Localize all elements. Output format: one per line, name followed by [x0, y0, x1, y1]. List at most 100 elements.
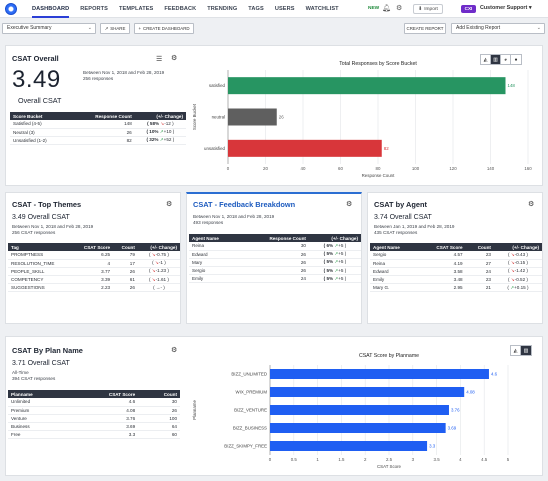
- column-header[interactable]: (+/- Change): [308, 234, 361, 242]
- column-header[interactable]: Count: [113, 243, 138, 251]
- table-row[interactable]: RESOLUTION_TIME 4 17( ↘-1 ): [8, 259, 180, 268]
- change-percent: ( 58%: [147, 120, 161, 126]
- table-row[interactable]: PROMPTNESS 6.25 79( ↘-0.75 ): [8, 251, 180, 260]
- change-value: -1.42 ): [514, 268, 528, 274]
- gear-icon[interactable]: ⚙: [346, 201, 353, 208]
- tab-tags[interactable]: TAGS: [248, 5, 264, 12]
- tab-trending[interactable]: TRENDING: [207, 5, 238, 12]
- table-row[interactable]: Mary G. 2.95 21( ↗+0.15 ): [370, 283, 542, 293]
- data-label: 82: [384, 146, 389, 151]
- table-row[interactable]: COMPETENCY 3.39 61( ↘-1.61 ): [8, 275, 180, 285]
- card-title: CSAT Overall: [12, 54, 59, 63]
- table-row[interactable]: SUGGESTIONS 2.23 26( →- ): [8, 283, 180, 293]
- create-report-button[interactable]: CREATE REPORT: [404, 23, 446, 34]
- change-percent: ( 5%: [323, 275, 335, 281]
- table-row[interactable]: Mary 26( 5% ↗+5 ): [189, 258, 361, 268]
- tab-feedback[interactable]: FEEDBACK: [164, 5, 197, 12]
- add-existing-report-select[interactable]: Add Existing Report ⌄: [451, 23, 545, 34]
- table-row[interactable]: Edward 3.58 24( ↘-1.42 ): [370, 267, 542, 277]
- date-range: Between Nov 1, 2018 and Feb 28, 2019: [12, 224, 94, 229]
- count-cell: 26: [138, 406, 180, 415]
- response-count-cell: 26: [241, 258, 309, 268]
- chart-title: Total Responses by Score Bucket: [339, 61, 417, 67]
- bar-chart-icon[interactable]: ▥: [521, 346, 531, 355]
- y-tick-label: BIZZ_SKIMPY_FREE: [224, 444, 267, 449]
- org-name-label: Customer Support: [480, 5, 528, 11]
- org-name[interactable]: Customer Support ▾: [480, 5, 532, 11]
- y-tick-label: WIX_PREMIUM: [236, 390, 268, 395]
- column-header[interactable]: (+/- Change): [137, 243, 180, 251]
- column-header[interactable]: Tag: [8, 243, 72, 251]
- column-header[interactable]: Count: [138, 390, 180, 398]
- gear-icon[interactable]: ⚙: [528, 201, 535, 208]
- table-row[interactable]: Edward 26( 5% ↗+5 ): [189, 250, 361, 259]
- table-row[interactable]: Free 3.3 60: [8, 430, 180, 440]
- bar-chart-icon[interactable]: ▥: [491, 55, 501, 64]
- gear-icon[interactable]: ⚙: [396, 5, 403, 12]
- trend-down-icon: ↘: [510, 276, 515, 282]
- column-header[interactable]: Agent Name: [189, 234, 242, 242]
- area-chart-icon[interactable]: ◭: [481, 55, 491, 64]
- count-cell: 26: [113, 267, 138, 277]
- tab-reports[interactable]: REPORTS: [80, 5, 109, 12]
- x-tick-label: 0: [269, 457, 272, 462]
- area-chart-icon[interactable]: ◭: [511, 346, 521, 355]
- trend-down-icon: ↘: [160, 120, 165, 126]
- column-header[interactable]: CSAT Score: [71, 243, 114, 251]
- column-header[interactable]: Planname: [8, 390, 69, 398]
- table-row[interactable]: Premium 4.08 26: [8, 406, 180, 415]
- column-header[interactable]: CSAT Score: [418, 243, 466, 251]
- share-button[interactable]: ↗ SHARE: [100, 23, 130, 34]
- table-row[interactable]: Business 3.69 64: [8, 422, 180, 432]
- table-row[interactable]: Neutral (3) 26( 10% ↗+10 ): [10, 128, 186, 137]
- table-row[interactable]: Reina 4.19 27( ↘-0.15 ): [370, 259, 542, 268]
- chevron-down-icon: ▾: [528, 5, 532, 11]
- gear-icon[interactable]: ⚙: [171, 347, 178, 354]
- filter-icon[interactable]: ☰: [156, 56, 163, 63]
- column-header[interactable]: Response Count: [70, 112, 135, 120]
- table-row[interactable]: Unlimited 4.6 30: [8, 398, 180, 407]
- agent-name-cell: Emily: [370, 275, 419, 285]
- org-badge[interactable]: CXI: [461, 5, 476, 13]
- table-row[interactable]: Sergio 4.57 23( ↘-0.43 ): [370, 251, 542, 260]
- tab-watchlist[interactable]: WATCHLIST: [305, 5, 339, 12]
- tab-dashboard[interactable]: DASHBOARD: [32, 0, 70, 18]
- table-row[interactable]: Emily 3.48 23( ↘-0.52 ): [370, 275, 542, 285]
- gear-icon[interactable]: ⚙: [171, 55, 178, 62]
- column-header[interactable]: CSAT Score: [68, 390, 139, 398]
- import-button[interactable]: ⬇ Import: [413, 4, 443, 14]
- bell-icon[interactable]: 🔔︎: [382, 5, 391, 12]
- create-dashboard-label: CREATE DASHBOARD: [143, 26, 190, 31]
- column-header[interactable]: Count: [465, 243, 494, 251]
- column-header[interactable]: (+/- Change): [134, 112, 186, 120]
- create-dashboard-button[interactable]: + CREATE DASHBOARD: [134, 23, 194, 34]
- pie-chart-icon[interactable]: ◕: [501, 55, 511, 64]
- new-badge[interactable]: NEW: [368, 6, 380, 11]
- comment-icon[interactable]: ●: [514, 56, 518, 63]
- column-header[interactable]: Response Count: [241, 234, 309, 242]
- table-row[interactable]: Reina 30( 6% ↗+5 ): [189, 242, 361, 251]
- table-row[interactable]: PEOPLE_SKILL 3.77 26( ↘-1.23 ): [8, 267, 180, 277]
- tag-cell: COMPETENCY: [8, 275, 72, 285]
- column-header[interactable]: Score Bucket: [10, 112, 71, 120]
- table-row[interactable]: Satisfied (4-5) 148( 58% ↘-12 ): [10, 120, 186, 129]
- table-row[interactable]: Sergio 26( 5% ↗+5 ): [189, 266, 361, 276]
- gear-icon[interactable]: ⚙: [166, 201, 173, 208]
- change-percent: (: [508, 268, 511, 274]
- top-themes-card: CSAT - Top Themes ⚙ 3.49 Overall CSAT Be…: [5, 192, 181, 324]
- tab-users[interactable]: USERS: [274, 5, 295, 12]
- trend-up-icon: ↗: [510, 284, 515, 290]
- trend-up-icon: ↗: [334, 267, 339, 273]
- table-row[interactable]: Venture 3.76 100: [8, 414, 180, 424]
- tab-templates[interactable]: TEMPLATES: [119, 5, 154, 12]
- data-label: 3.76: [451, 408, 460, 413]
- column-header[interactable]: (+/- Change): [493, 243, 542, 251]
- plan-name-cell: Free: [8, 430, 69, 440]
- table-row[interactable]: Emily 24( 5% ↗+5 ): [189, 274, 361, 284]
- csat-score-cell: 3.58: [418, 267, 466, 277]
- app-logo-icon[interactable]: [5, 2, 17, 15]
- dashboard-select[interactable]: Executive Summary ⌄: [2, 23, 96, 34]
- trend-flat-icon: →: [155, 285, 161, 291]
- table-row[interactable]: Unsatisfied (1-2) 82( 32% ↗+52 ): [10, 136, 186, 146]
- column-header[interactable]: Agent Name: [370, 243, 419, 251]
